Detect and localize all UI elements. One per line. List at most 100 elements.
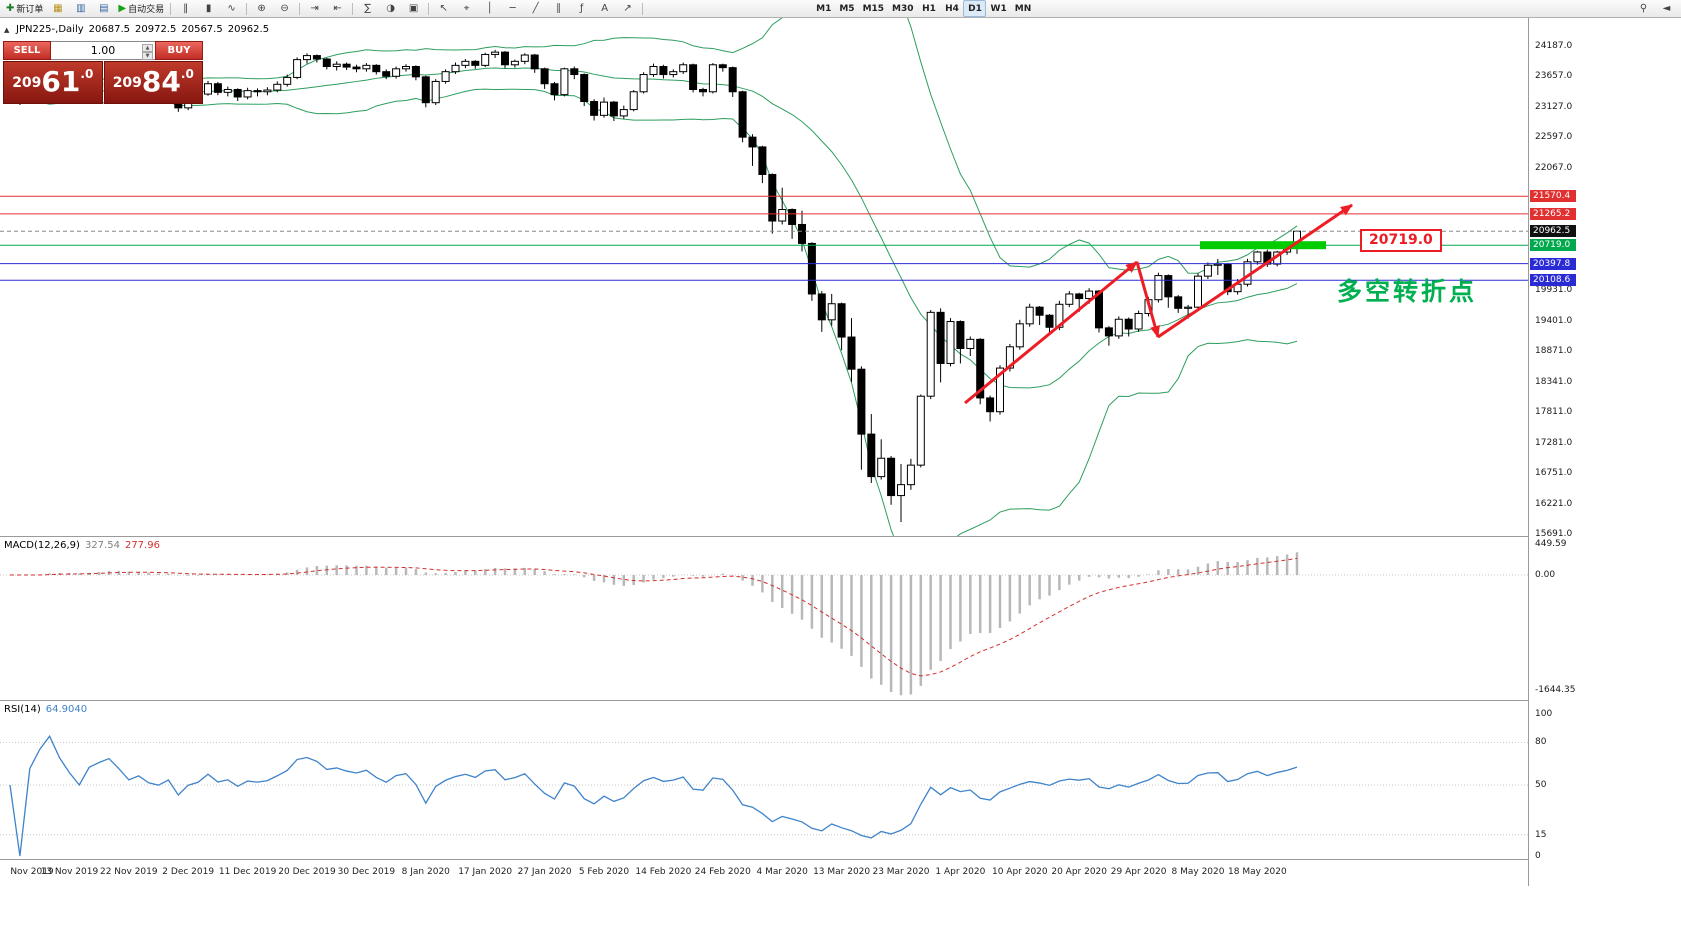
toolbar: ✚ 新订单 ▦ ▥ ▤ ▶ 自动交易 ‖ ▮ ∿ ⊕ ⊖ ⇥ ⇤ ∑ ◑ ▣ ↖ ⌖ │ ─ ╱ ∥ ƒ A ↗ M1 M5 M15 M3… bbox=[0, 0, 1681, 18]
separator-rsi-timeaxis bbox=[0, 859, 1681, 860]
timeframe-group: M1 M5 M15 M30 H1 H4 D1 W1 MN bbox=[811, 0, 1034, 17]
chart-shift-icon[interactable]: ⇤ bbox=[326, 0, 349, 17]
timeframe-h1[interactable]: H1 bbox=[917, 0, 940, 17]
volume-down-icon[interactable]: ▼ bbox=[142, 52, 153, 60]
rsi-line bbox=[9, 734, 1298, 857]
trend-arrow-3[interactable] bbox=[1157, 203, 1353, 339]
bollinger-lower-band bbox=[9, 88, 1298, 536]
candles-layer bbox=[6, 49, 1301, 522]
templates-icon[interactable]: ▣ bbox=[402, 0, 425, 17]
timeframe-m30[interactable]: M30 bbox=[887, 0, 916, 17]
channel-icon[interactable]: ∥ bbox=[547, 0, 570, 17]
separator-main-macd[interactable] bbox=[0, 536, 1681, 537]
data-window-icon[interactable]: ▥ bbox=[69, 0, 92, 17]
templates-icon-glyph: ▣ bbox=[408, 3, 419, 14]
volume-up-icon[interactable]: ▲ bbox=[142, 44, 153, 52]
rsi-title: RSI(14) 64.9040 bbox=[4, 704, 87, 715]
rsi-axis-label: 80 bbox=[1535, 737, 1547, 748]
line-chart-icon[interactable]: ∿ bbox=[220, 0, 243, 17]
price-axis-label: 22597.0 bbox=[1535, 132, 1573, 143]
autotrading-button[interactable]: ▶ 自动交易 bbox=[115, 0, 167, 17]
price-axis[interactable]: 24187.0 23657.0 23127.0 22597.0 22067.0 19931… bbox=[1529, 18, 1681, 886]
macd-signal-value: 277.96 bbox=[124, 540, 160, 551]
sell-price[interactable]: 209 61.0 bbox=[3, 61, 103, 104]
price-callout[interactable]: 20719.0 bbox=[1360, 229, 1442, 252]
toolbar-separator bbox=[170, 2, 172, 15]
price-axis-divider bbox=[1528, 18, 1529, 886]
zoom-out-icon[interactable]: ⊖ bbox=[273, 0, 296, 17]
indicators-icon[interactable]: ∑ bbox=[356, 0, 379, 17]
one-click-collapse-icon[interactable]: ▲ bbox=[4, 26, 10, 34]
arrows-icon[interactable]: ↗ bbox=[616, 0, 639, 17]
new-order-button[interactable]: ✚ 新订单 bbox=[3, 0, 46, 17]
text-icon-glyph: A bbox=[601, 3, 609, 14]
time-axis-label: 8 May 2020 bbox=[1171, 867, 1225, 877]
sell-button[interactable]: SELL bbox=[3, 41, 51, 60]
chinese-annotation[interactable]: 多空转折点 bbox=[1337, 277, 1478, 306]
timeframe-m1[interactable]: M1 bbox=[811, 0, 834, 17]
rsi-axis-label: 50 bbox=[1535, 780, 1547, 790]
chart-title: JPN225-,Daily 20687.5 20972.5 20567.5 20962.… bbox=[16, 24, 274, 35]
timeframe-m5[interactable]: M5 bbox=[834, 0, 857, 17]
ohlc-low: 20567.5 bbox=[181, 24, 223, 35]
trend-arrow-1[interactable] bbox=[964, 260, 1138, 405]
bollinger-middle-band bbox=[9, 67, 1298, 389]
trendline-icon[interactable]: ╱ bbox=[524, 0, 547, 17]
search-icon[interactable]: ⚲ bbox=[1639, 3, 1648, 14]
price-axis-label: 15691.0 bbox=[1535, 529, 1573, 539]
timeframe-d1[interactable]: D1 bbox=[962, 0, 986, 17]
bar-chart-icon[interactable]: ‖ bbox=[174, 0, 197, 17]
macd-title: MACD(12,26,9) 327.54 277.96 bbox=[4, 540, 160, 551]
price-axis-label: 17281.0 bbox=[1535, 437, 1573, 448]
text-icon[interactable]: A bbox=[593, 0, 616, 17]
toolbar-more-icon[interactable]: ◄ bbox=[1662, 3, 1671, 14]
crosshair-icon-glyph: ⌖ bbox=[463, 3, 470, 14]
rsi-chart[interactable] bbox=[0, 701, 1528, 859]
ohlc-open: 20687.5 bbox=[88, 24, 130, 35]
time-axis[interactable]: Nov 2019 13 Nov 2019 22 Nov 2019 2 Dec 2019… bbox=[0, 860, 1528, 886]
zoom-in-icon[interactable]: ⊕ bbox=[250, 0, 273, 17]
time-axis-label: 20 Dec 2019 bbox=[278, 867, 336, 877]
horizontal-line-icon[interactable]: ─ bbox=[501, 0, 524, 17]
crosshair-icon[interactable]: ⌖ bbox=[455, 0, 478, 17]
auto-scroll-icon[interactable]: ⇥ bbox=[303, 0, 326, 17]
trend-arrows[interactable] bbox=[964, 203, 1353, 405]
macd-histogram bbox=[18, 552, 1299, 696]
macd-chart[interactable] bbox=[0, 537, 1528, 700]
volume-input[interactable]: 1.00 ▲ ▼ bbox=[51, 41, 155, 60]
periods-icon[interactable]: ◑ bbox=[379, 0, 402, 17]
toolbar-separator bbox=[352, 2, 354, 15]
volume-spinner: ▲ ▼ bbox=[142, 44, 153, 60]
buy-button[interactable]: BUY bbox=[155, 41, 203, 60]
time-axis-label: 22 Nov 2019 bbox=[99, 867, 158, 877]
zoom-out-icon-glyph: ⊖ bbox=[280, 3, 289, 14]
macd-axis-label: 449.59 bbox=[1535, 538, 1567, 549]
rsi-axis-label: 100 bbox=[1535, 709, 1553, 719]
cursor-icon[interactable]: ↖ bbox=[432, 0, 455, 17]
fibonacci-icon[interactable]: ƒ bbox=[570, 0, 593, 17]
vertical-line-icon[interactable]: │ bbox=[478, 0, 501, 17]
fibonacci-icon-glyph: ƒ bbox=[579, 3, 584, 14]
ohlc-close: 20962.5 bbox=[227, 24, 270, 35]
trend-arrow-2[interactable] bbox=[1135, 261, 1160, 338]
navigator-icon[interactable]: ▤ bbox=[92, 0, 115, 17]
timeframe-m15[interactable]: M15 bbox=[858, 0, 887, 17]
market-watch-icon[interactable]: ▦ bbox=[46, 0, 69, 17]
timeframe-w1[interactable]: W1 bbox=[986, 0, 1010, 17]
timeframe-h4[interactable]: H4 bbox=[940, 0, 963, 17]
volume-value: 1.00 bbox=[90, 44, 116, 57]
timeframe-mn[interactable]: MN bbox=[1010, 0, 1035, 17]
time-axis-label: 17 Jan 2020 bbox=[458, 867, 513, 877]
time-axis-label: Nov 2019 bbox=[10, 867, 54, 877]
green-highlight-bar[interactable] bbox=[1200, 241, 1326, 250]
buy-price[interactable]: 209 84.0 bbox=[103, 61, 203, 104]
separator-macd-rsi[interactable] bbox=[0, 700, 1681, 701]
bollinger-upper-band bbox=[9, 18, 1298, 274]
main-candlestick-chart[interactable] bbox=[0, 18, 1528, 536]
toolbar-separator bbox=[246, 2, 248, 15]
line-chart-icon-glyph: ∿ bbox=[227, 3, 236, 14]
candlestick-chart-icon[interactable]: ▮ bbox=[197, 0, 220, 17]
rsi-label: RSI(14) bbox=[4, 704, 41, 715]
periods-icon-glyph: ◑ bbox=[386, 3, 395, 14]
